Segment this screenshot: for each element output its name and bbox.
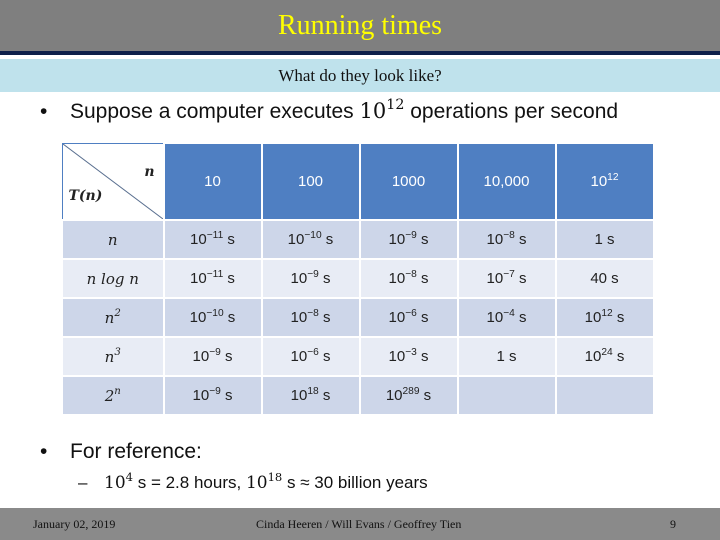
table-cell: 10−11 s — [162, 258, 263, 299]
table-cell: 1012 s — [554, 297, 655, 338]
table-cell: 1 s — [554, 219, 655, 260]
bullet-reference: • For reference: — [40, 440, 202, 464]
table-cell: 10−9 s — [358, 219, 459, 260]
running-times-table: n T(n) 10 100 1000 10,000 1012 n 10−11 s… — [61, 142, 655, 416]
bullet-reference-text: For reference: — [70, 440, 202, 463]
footer-date: January 02, 2019 — [33, 517, 116, 531]
table-cell: 10−6 s — [260, 336, 361, 377]
table-cell — [554, 375, 655, 416]
sub-bullet-reference: –104 s = 2.8 hours, 1018 s ≈ 30 billion … — [78, 469, 428, 493]
table-cell: 10−7 s — [456, 258, 557, 299]
diagonal-divider — [62, 143, 163, 219]
title-bar: Running times — [0, 0, 720, 55]
row-label: n — [61, 219, 165, 260]
table-cell: 10−9 s — [260, 258, 361, 299]
footer-authors: Cinda Heeren / Will Evans / Geoffrey Tie… — [256, 517, 462, 531]
slide-title: Running times — [277, 9, 443, 41]
table-cell — [456, 375, 557, 416]
subtitle-bar: What do they look like? — [0, 59, 720, 92]
table-cell: 10−11 s — [162, 219, 263, 260]
bullet-suppose-exp: 12 — [386, 97, 405, 114]
column-header: 100 — [260, 142, 361, 221]
corner-n-label: n — [144, 163, 155, 180]
table-cell: 10−8 s — [358, 258, 459, 299]
dash-icon: – — [78, 473, 88, 492]
slide-subtitle: What do they look like? — [278, 65, 442, 85]
table-row: 2n 10−9 s 1018 s 10289 s — [61, 375, 655, 416]
footer-page-number: 9 — [670, 517, 676, 531]
table-cell: 10289 s — [358, 375, 459, 416]
table-cell: 1024 s — [554, 336, 655, 377]
bullet-suppose-base: 10 — [359, 99, 387, 123]
table-corner-cell: n T(n) — [61, 142, 164, 221]
row-label: n2 — [61, 297, 165, 338]
bullet-dot-icon: • — [40, 100, 48, 123]
table-cell: 40 s — [554, 258, 655, 299]
bullet-suppose-text: Suppose a computer executes — [70, 100, 360, 123]
table-cell: 10−4 s — [456, 297, 557, 338]
row-label: n log n — [61, 258, 165, 299]
row-label: n3 — [61, 336, 165, 377]
table-cell: 10−9 s — [162, 375, 263, 416]
column-header: 1000 — [358, 142, 459, 221]
row-label: 2n — [61, 375, 165, 416]
table-cell: 10−10 s — [162, 297, 263, 338]
table-cell: 10−8 s — [456, 219, 557, 260]
bullet-dot-icon: • — [40, 440, 48, 463]
table-row: n2 10−10 s 10−8 s 10−6 s 10−4 s 1012 s — [61, 297, 655, 338]
table-cell: 10−9 s — [162, 336, 263, 377]
column-header: 1012 — [554, 142, 655, 221]
column-header: 10 — [162, 142, 263, 221]
table-row: n 10−11 s 10−10 s 10−9 s 10−8 s 1 s — [61, 219, 655, 260]
table-cell: 1 s — [456, 336, 557, 377]
table-header-row: n T(n) 10 100 1000 10,000 1012 — [61, 142, 655, 221]
bullet-suppose-tail: operations per second — [404, 100, 619, 123]
bullet-suppose: • Suppose a computer executes 1012 operat… — [40, 97, 619, 124]
table-cell: 1018 s — [260, 375, 361, 416]
column-header: 10,000 — [456, 142, 557, 221]
table-row: n log n 10−11 s 10−9 s 10−8 s 10−7 s 40 … — [61, 258, 655, 299]
table-cell: 10−10 s — [260, 219, 361, 260]
table-cell: 10−3 s — [358, 336, 459, 377]
table-cell: 10−6 s — [358, 297, 459, 338]
corner-tn-label: T(n) — [68, 187, 103, 204]
table-cell: 10−8 s — [260, 297, 361, 338]
table-row: n3 10−9 s 10−6 s 10−3 s 1 s 1024 s — [61, 336, 655, 377]
footer-bar: January 02, 2019 Cinda Heeren / Will Eva… — [0, 508, 720, 540]
